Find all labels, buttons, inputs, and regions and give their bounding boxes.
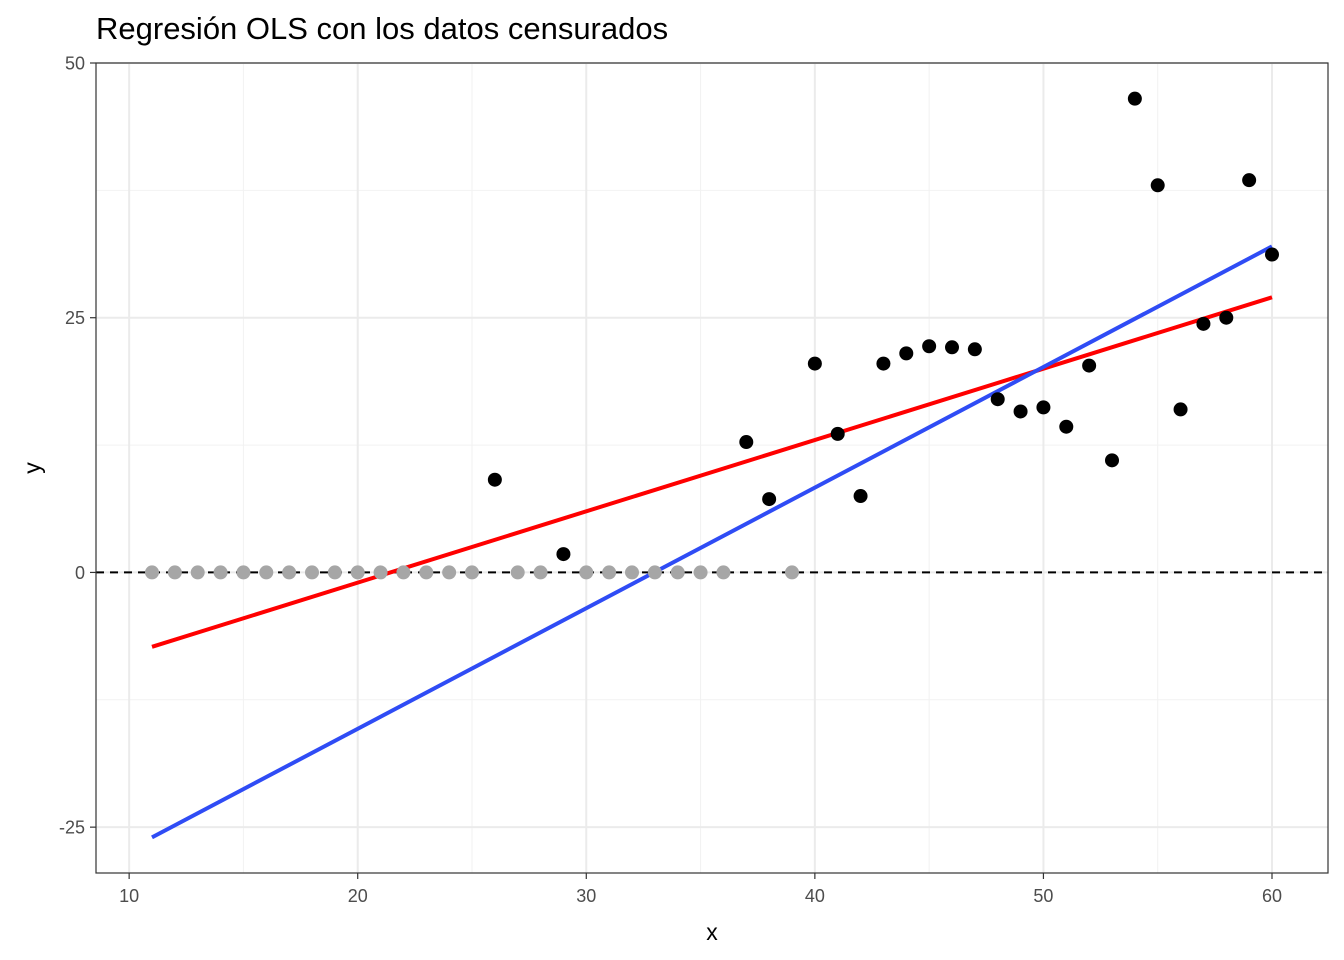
axes: 10 20 30 40 50 60 -25 0 25 50: [59, 54, 1282, 907]
y-axis-title: y: [19, 462, 45, 474]
observed-point: [967, 342, 982, 357]
censored-point: [693, 565, 708, 580]
observed-point: [1127, 91, 1142, 106]
observed-point: [1013, 404, 1028, 419]
censored-point: [350, 565, 365, 580]
x-tick-label: 50: [1033, 886, 1053, 906]
panel-border: [95, 62, 1329, 874]
lines: [96, 244, 1328, 840]
x-tick-label: 40: [805, 886, 825, 906]
censored-point: [419, 565, 434, 580]
censored-point: [236, 565, 251, 580]
x-tick-label: 30: [576, 886, 596, 906]
censored-point: [465, 565, 479, 580]
observed-point: [990, 392, 1005, 407]
censored-point: [396, 565, 411, 580]
observed-point: [1082, 358, 1097, 373]
points: [145, 91, 1279, 580]
y-tick-label: 0: [75, 563, 85, 583]
x-tick-label: 10: [119, 886, 139, 906]
grid: [96, 62, 1328, 873]
observed-point: [922, 339, 937, 354]
ols-censored-line: [151, 295, 1273, 649]
x-axis-title: x: [706, 919, 718, 945]
observed-point: [1059, 419, 1074, 434]
y-tick-label: 25: [65, 308, 85, 328]
censored-point: [602, 565, 617, 580]
observed-point: [807, 356, 822, 371]
observed-point: [1105, 453, 1119, 468]
censored-point: [373, 565, 388, 580]
censored-point: [145, 565, 159, 580]
censored-point: [259, 565, 274, 580]
observed-point: [899, 346, 914, 361]
observed-point: [1265, 247, 1279, 262]
censored-point: [670, 565, 685, 580]
observed-point: [487, 472, 502, 487]
censored-point: [213, 565, 228, 580]
censored-point: [647, 565, 662, 580]
observed-point: [1242, 173, 1257, 188]
observed-point: [556, 547, 571, 562]
observed-point: [1036, 400, 1051, 415]
censored-point: [625, 565, 639, 580]
censored-point: [510, 565, 525, 580]
censored-point: [282, 565, 297, 580]
censored-point: [190, 565, 205, 580]
censored-point: [785, 565, 799, 580]
y-tick-label: -25: [59, 818, 85, 838]
x-tick-label: 60: [1262, 886, 1282, 906]
ols-observed-line: [151, 244, 1273, 840]
observed-point: [762, 492, 777, 507]
censored-point: [579, 565, 594, 580]
censored-point: [305, 565, 319, 580]
observed-point: [853, 489, 868, 504]
observed-point: [945, 340, 959, 355]
observed-point: [739, 435, 754, 450]
observed-point: [876, 356, 891, 371]
observed-point: [1219, 310, 1234, 325]
chart-title: Regresión OLS con los datos censurados: [96, 11, 668, 46]
censored-point: [327, 565, 342, 580]
observed-point: [830, 426, 845, 441]
censored-point: [716, 565, 731, 580]
censored-point: [167, 565, 182, 580]
observed-point: [1196, 316, 1211, 331]
censored-point: [533, 565, 548, 580]
x-tick-label: 20: [348, 886, 368, 906]
observed-point: [1150, 178, 1165, 193]
censored-point: [442, 565, 457, 580]
y-tick-label: 50: [65, 54, 85, 74]
observed-point: [1173, 402, 1188, 417]
